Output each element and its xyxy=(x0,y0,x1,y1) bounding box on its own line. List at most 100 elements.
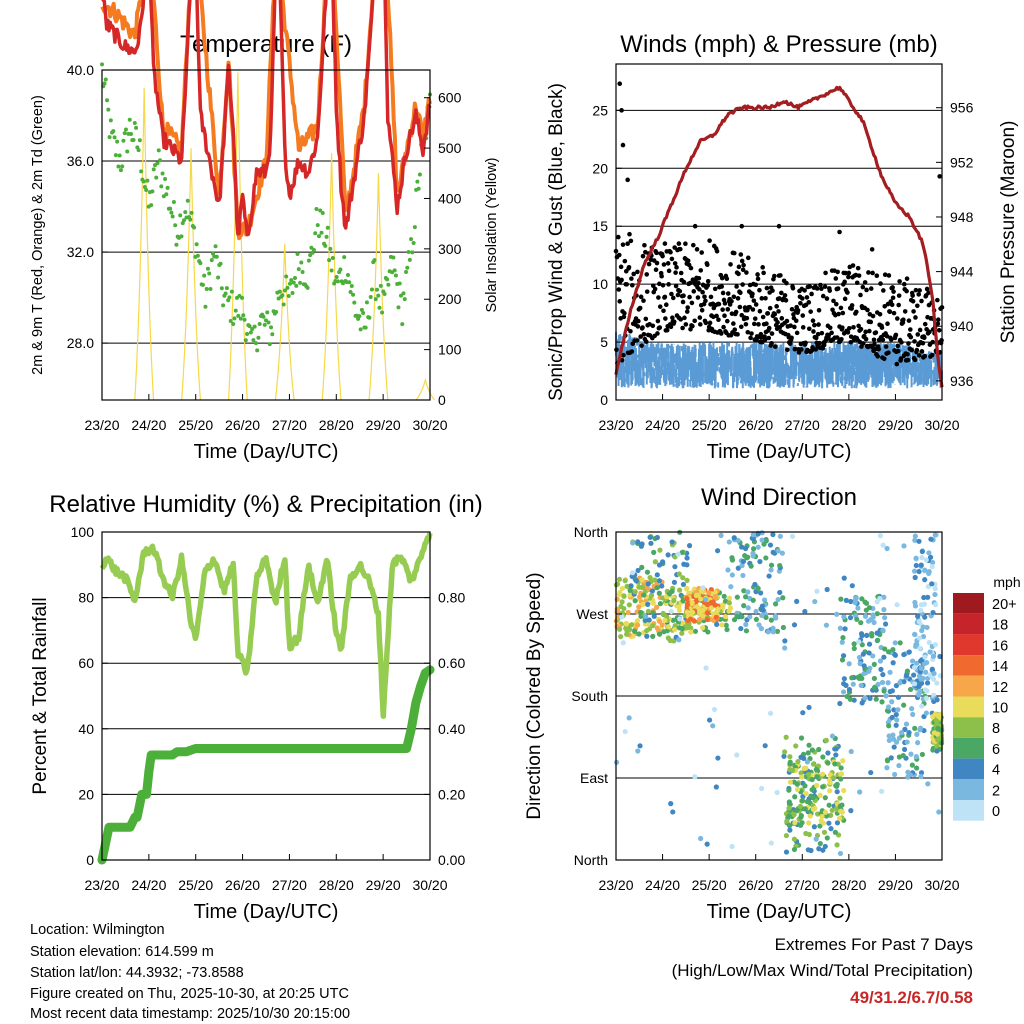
gust-point xyxy=(870,313,876,319)
dewpoint-point xyxy=(243,338,248,343)
dewpoint-point xyxy=(245,332,250,337)
dewpoint-point xyxy=(150,189,155,194)
dewpoint-point xyxy=(299,260,304,265)
direction-point xyxy=(636,631,642,637)
dewpoint-point xyxy=(213,244,218,249)
direction-point xyxy=(816,746,822,753)
direction-point xyxy=(819,771,826,777)
dewpoint-point xyxy=(132,121,137,126)
gust-point xyxy=(910,293,915,298)
gust-point xyxy=(668,324,674,330)
y-axis-tick-label: 40 xyxy=(78,721,94,737)
direction-point xyxy=(886,733,892,739)
y-axis-title: 2m & 9m T (Red, Orange) & 2m Td (Green) xyxy=(30,95,46,375)
dewpoint-point xyxy=(208,287,213,292)
direction-point xyxy=(837,803,843,809)
direction-point xyxy=(659,622,665,628)
gust-point xyxy=(794,330,800,336)
direction-point xyxy=(901,679,907,685)
dewpoint-point xyxy=(106,107,111,112)
direction-point xyxy=(916,635,923,641)
y2-axis-tick-label: 944 xyxy=(950,264,974,280)
gust-point xyxy=(803,340,808,346)
gust-point xyxy=(808,309,813,314)
direction-point xyxy=(904,739,910,745)
gust-point xyxy=(830,307,835,313)
dewpoint-point xyxy=(411,241,416,246)
dewpoint-point xyxy=(158,158,163,163)
gust-point xyxy=(874,273,880,279)
direction-point xyxy=(804,759,811,765)
y-axis-title: Percent & Total Rainfall xyxy=(30,597,51,794)
direction-point xyxy=(632,598,638,604)
insolation-line xyxy=(321,153,342,401)
gust-point xyxy=(890,285,895,290)
direction-point xyxy=(646,617,652,623)
gust-point xyxy=(812,322,817,328)
colorbar-label: 16 xyxy=(992,638,1008,654)
direction-point xyxy=(862,695,868,701)
gust-point xyxy=(722,301,728,306)
direction-point xyxy=(831,775,837,781)
y-axis-tick-label: 5 xyxy=(600,334,608,350)
x-tick-label: 24/20 xyxy=(645,417,680,433)
gust-point xyxy=(895,348,901,354)
direction-point xyxy=(918,773,924,780)
dewpoint-point xyxy=(367,315,372,320)
direction-point xyxy=(692,774,698,780)
dewpoint-point xyxy=(144,187,149,192)
direction-point xyxy=(918,770,925,776)
direction-point xyxy=(833,746,839,752)
dewpoint-point xyxy=(295,251,300,256)
dewpoint-point xyxy=(188,217,193,222)
direction-point xyxy=(767,710,774,716)
colorbar-label: 6 xyxy=(992,742,1000,758)
direction-point xyxy=(656,578,663,584)
gust-point xyxy=(749,331,754,336)
gust-point xyxy=(782,293,788,298)
direction-point xyxy=(805,771,812,778)
insolation-line xyxy=(368,173,389,401)
direction-point xyxy=(624,628,630,634)
direction-point xyxy=(916,568,922,575)
dewpoint-point xyxy=(404,270,409,275)
direction-point xyxy=(922,614,928,620)
direction-point xyxy=(825,760,831,766)
dewpoint-point xyxy=(113,153,118,158)
direction-point xyxy=(712,602,718,608)
gust-point xyxy=(716,317,721,322)
direction-point xyxy=(784,818,790,824)
colorbar: mph 20+ 18 16 14 12 10 8 6 4 2 0 xyxy=(953,574,1021,821)
direction-point xyxy=(918,676,924,682)
direction-point xyxy=(897,640,903,646)
direction-point xyxy=(752,581,758,588)
y2-axis-tick-label: 0.40 xyxy=(438,721,465,737)
direction-point xyxy=(662,617,668,623)
direction-point xyxy=(871,661,877,667)
direction-point xyxy=(632,589,638,595)
direction-point xyxy=(688,629,694,635)
direction-point xyxy=(721,593,727,599)
gust-point xyxy=(868,319,874,325)
dewpoint-point xyxy=(216,275,221,280)
dewpoint-point xyxy=(400,322,405,327)
dewpoint-point xyxy=(327,258,332,263)
dewpoint-point xyxy=(151,167,156,172)
x-tick-label: 29/20 xyxy=(878,877,913,893)
direction-point xyxy=(857,661,863,667)
direction-point xyxy=(619,614,625,620)
direction-point xyxy=(770,531,776,538)
direction-point xyxy=(656,562,663,568)
gust-point xyxy=(867,328,872,334)
gust-point xyxy=(704,262,710,267)
dewpoint-point xyxy=(103,77,108,82)
gust-point xyxy=(705,283,711,288)
gust-point xyxy=(638,294,644,300)
gust-point xyxy=(734,284,739,289)
dewpoint-point xyxy=(391,255,396,260)
dewpoint-point xyxy=(319,230,324,235)
gust-point xyxy=(737,304,743,310)
gust-point xyxy=(736,271,741,277)
gust-point xyxy=(657,281,662,287)
gust-point xyxy=(834,335,840,340)
